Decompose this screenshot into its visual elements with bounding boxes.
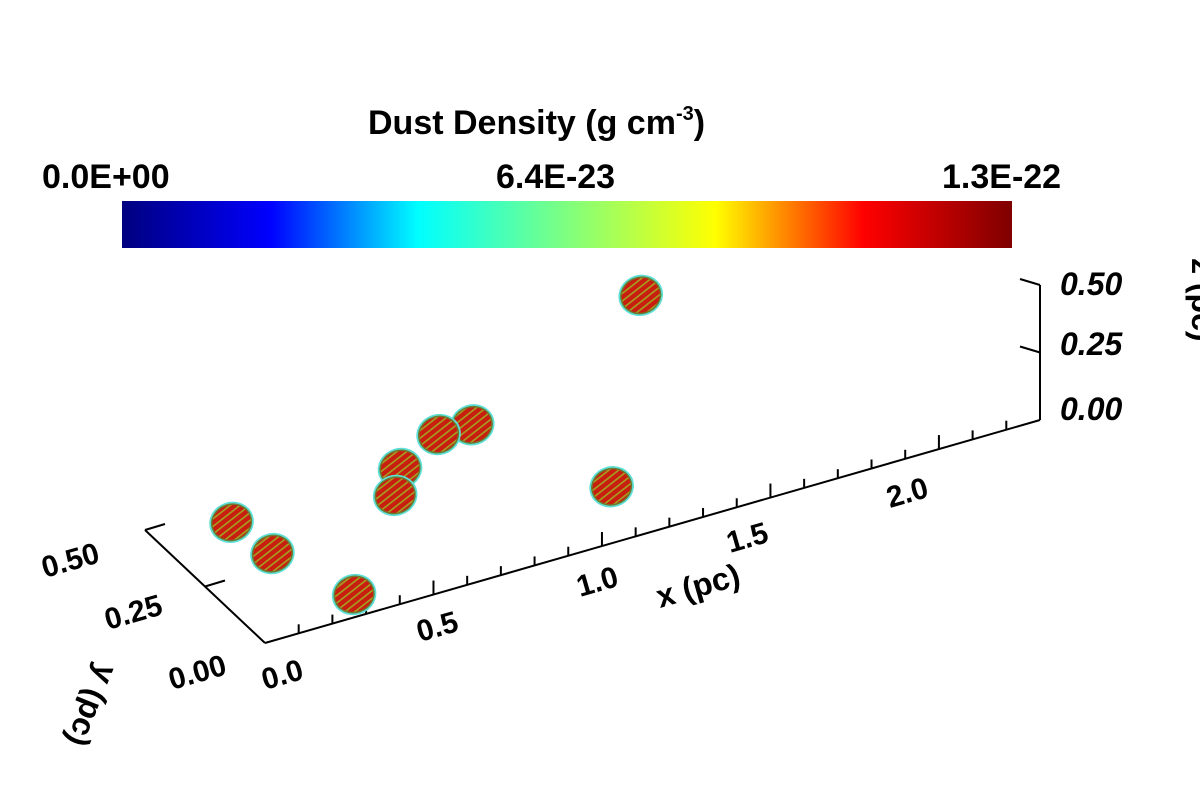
colorbar-max-label: 1.3E-22 (942, 158, 1061, 196)
dust-clump (250, 532, 295, 575)
tick-mark (1019, 345, 1041, 354)
z-tick-label: 0.25 (1060, 326, 1123, 362)
x-axis-line (264, 419, 1041, 644)
x-tick-label: 0.0 (258, 654, 307, 697)
dust-clump (416, 413, 461, 456)
dust-clump (449, 404, 495, 446)
z-tick-label: 0.00 (1060, 391, 1122, 427)
x-axis-ticks (297, 411, 1041, 634)
dust-clump (331, 573, 377, 616)
z-tick-label: 0.50 (1060, 266, 1122, 302)
colorbar-title-exponent: -3 (676, 103, 694, 125)
dust-clump (209, 501, 254, 544)
dust-clump (618, 274, 664, 317)
x-tick-label: 1.5 (723, 517, 772, 560)
x-tick-label: 0.5 (413, 606, 462, 649)
x-tick-label: 1.0 (573, 561, 622, 604)
colorbar-mid-label: 6.4E-23 (496, 158, 615, 196)
x-tick-label: 2.0 (883, 472, 932, 515)
colorbar-min-label: 0.0E+00 (42, 158, 170, 196)
dust-clump (372, 474, 418, 517)
x-axis-label: x (pc) (652, 557, 744, 615)
colorbar-gradient (122, 201, 1012, 248)
colorbar-title: Dust Density (g cm-3) (368, 103, 705, 142)
z-axis-label: z (pc) (1185, 258, 1200, 342)
clump-markers (209, 274, 664, 616)
dust-clump (589, 466, 634, 508)
y-axis-label: y (pc) (60, 659, 125, 752)
z-axis-ticks (1019, 278, 1041, 354)
y-tick-label: 0.00 (165, 649, 230, 697)
tick-mark (1019, 278, 1041, 286)
tick-mark (144, 523, 166, 531)
colorbar: Dust Density (g cm-3) 0.0E+00 6.4E-23 1.… (42, 103, 1061, 248)
y-tick-label: 0.50 (38, 537, 103, 585)
y-axis-ticks (144, 523, 226, 588)
y-tick-label: 0.25 (101, 589, 166, 637)
tick-mark (204, 579, 226, 588)
